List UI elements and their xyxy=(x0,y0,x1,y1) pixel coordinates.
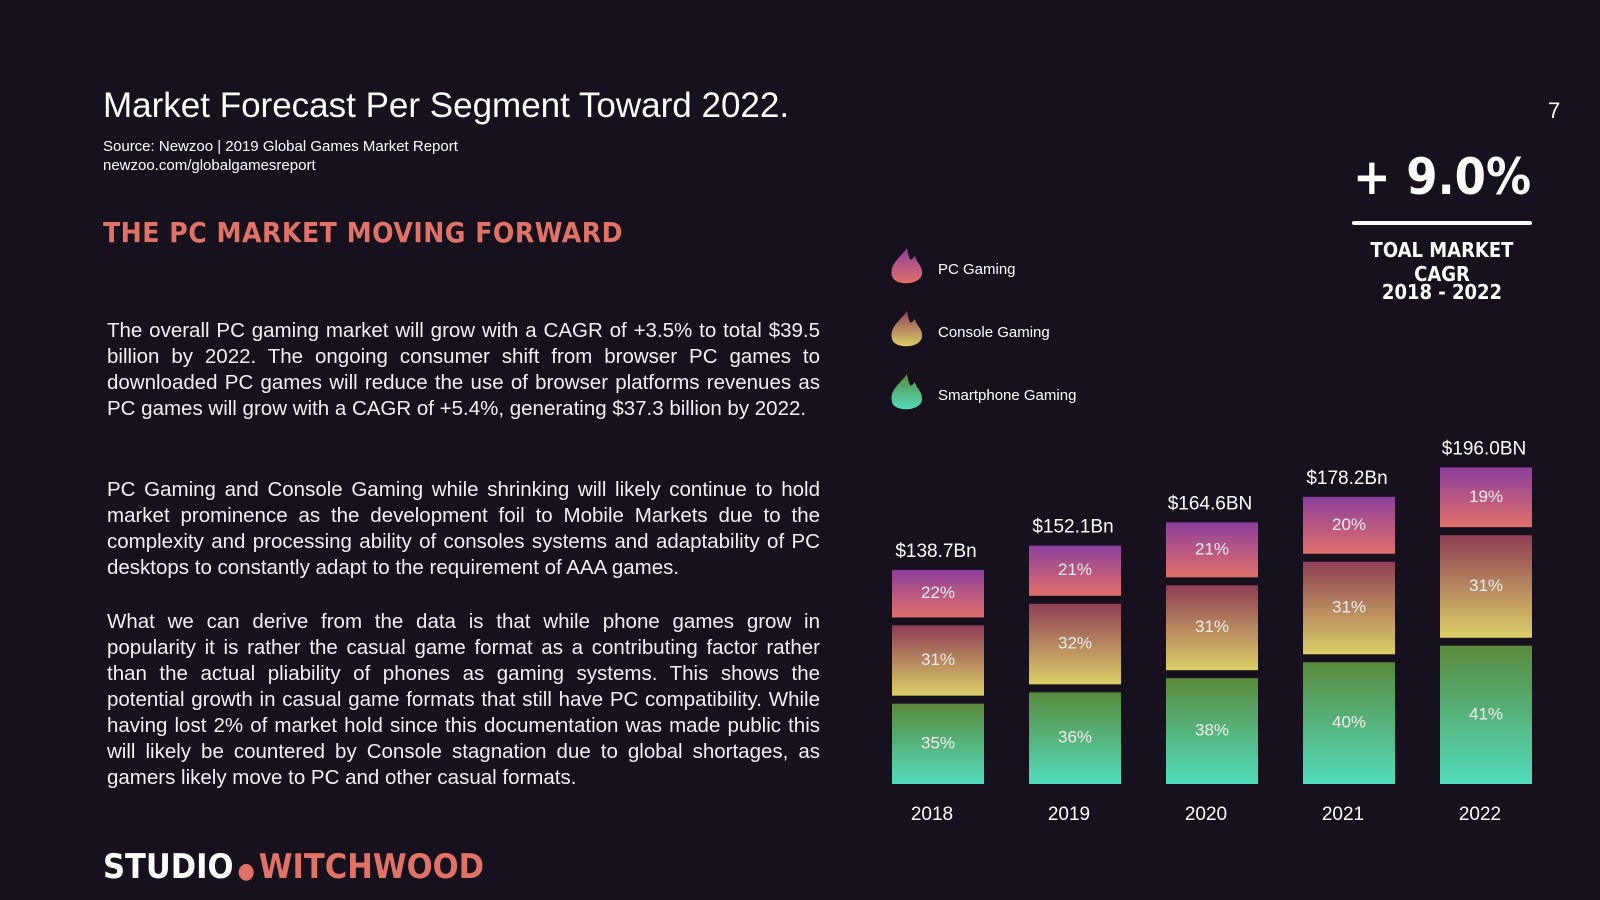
total-label: $178.2Bn xyxy=(1306,468,1387,489)
legend-icon xyxy=(891,311,923,347)
source: Source: Newzoo | 2019 Global Games Marke… xyxy=(103,138,458,155)
logo-text: WITCHWOOD xyxy=(258,847,484,887)
bar-segment xyxy=(892,703,984,784)
x-tick-label: 2020 xyxy=(1185,804,1227,825)
bar-segment xyxy=(1029,692,1121,784)
bar-segment xyxy=(1440,467,1532,528)
value-label: 31% xyxy=(1195,617,1229,636)
total-label: $196.0BN xyxy=(1442,438,1527,459)
bar-segment xyxy=(1303,496,1395,554)
bar-segment xyxy=(892,569,984,618)
title: Market Forecast Per Segment Toward 2022. xyxy=(103,86,790,125)
value-label: 38% xyxy=(1195,721,1229,740)
legend-icon xyxy=(891,248,923,284)
value-label: 22% xyxy=(921,583,955,602)
cagr-period: 2018 - 2022 xyxy=(1381,280,1503,304)
bar-segment xyxy=(1440,645,1532,784)
bar-segment xyxy=(1303,662,1395,784)
logo: STUDIO ● WITCHWOOD xyxy=(103,847,484,887)
value-label: 21% xyxy=(1058,560,1092,579)
legend-label: Console Gaming xyxy=(938,324,1050,341)
page-number: 7 xyxy=(1548,98,1561,123)
cagr-value: + 9.0% xyxy=(1352,148,1532,206)
bar-segment xyxy=(1029,603,1121,685)
bar-segment xyxy=(892,625,984,696)
legend-icon xyxy=(891,374,923,410)
value-label: 31% xyxy=(1469,576,1503,595)
value-label: 40% xyxy=(1332,713,1366,732)
bar-segment xyxy=(1029,545,1121,596)
total-label: $164.6BN xyxy=(1168,493,1253,514)
value-label: 20% xyxy=(1332,515,1366,534)
subtitle: THE PC MARKET MOVING FORWARD xyxy=(103,216,624,249)
value-label: 41% xyxy=(1469,704,1503,723)
total-label: $138.7Bn xyxy=(895,541,976,562)
x-tick-label: 2019 xyxy=(1048,804,1090,825)
value-label: 35% xyxy=(921,733,955,752)
paragraph: What we can derive from the data is that… xyxy=(107,610,820,789)
value-label: 31% xyxy=(921,650,955,669)
x-tick-label: 2022 xyxy=(1459,804,1501,825)
bar-segment xyxy=(1440,535,1532,638)
cagr-label: TOAL MARKET CAGR xyxy=(1370,238,1514,286)
legend-label: PC Gaming xyxy=(938,261,1016,278)
bar-segment xyxy=(1166,678,1258,784)
value-label: 31% xyxy=(1332,597,1366,616)
logo-flame: ● xyxy=(237,859,255,884)
legend-label: Smartphone Gaming xyxy=(938,387,1076,404)
x-tick-label: 2021 xyxy=(1322,804,1364,825)
value-label: 36% xyxy=(1058,728,1092,747)
divider xyxy=(1352,221,1532,225)
bar-segment xyxy=(1166,585,1258,671)
bar-segment xyxy=(1166,522,1258,578)
logo-text: STUDIO xyxy=(103,847,234,887)
source-url: newzoo.com/globalgamesreport xyxy=(103,157,316,174)
paragraph: PC Gaming and Console Gaming while shrin… xyxy=(107,478,820,579)
paragraph: The overall PC gaming market will grow w… xyxy=(107,319,820,420)
value-label: 21% xyxy=(1195,539,1229,558)
x-tick-label: 2018 xyxy=(911,804,953,825)
value-label: 32% xyxy=(1058,634,1092,653)
total-label: $152.1Bn xyxy=(1032,517,1113,538)
value-label: 19% xyxy=(1469,487,1503,506)
bar-segment xyxy=(1303,561,1395,655)
